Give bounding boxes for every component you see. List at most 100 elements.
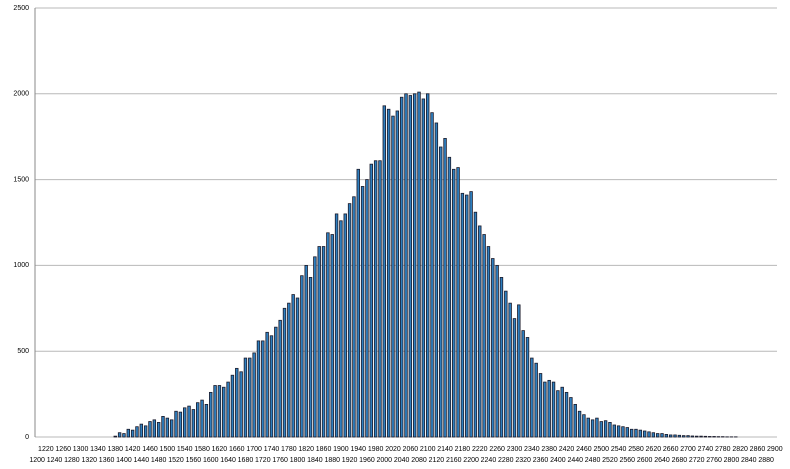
bar bbox=[248, 357, 252, 438]
bar bbox=[595, 417, 599, 438]
bar bbox=[152, 419, 157, 438]
bar bbox=[465, 194, 469, 438]
bar bbox=[373, 160, 378, 438]
x-tick-label: 2860 bbox=[750, 446, 766, 453]
bar bbox=[603, 420, 608, 438]
bar bbox=[430, 112, 434, 438]
bar bbox=[365, 179, 369, 438]
x-tick-label: 2700 bbox=[680, 446, 696, 453]
bar bbox=[452, 168, 456, 438]
x-tick-label: 1240 bbox=[47, 457, 63, 464]
y-tick-label: 1000 bbox=[13, 262, 29, 269]
x-tick-label: 1320 bbox=[81, 457, 97, 464]
bar bbox=[547, 379, 551, 438]
bar bbox=[252, 352, 256, 438]
bar bbox=[486, 246, 491, 438]
bar bbox=[638, 429, 643, 438]
bar bbox=[113, 435, 117, 438]
x-tick-label: 2840 bbox=[741, 457, 757, 464]
x-tick-label: 2640 bbox=[654, 457, 670, 464]
bar bbox=[295, 297, 300, 438]
x-tick-label: 1620 bbox=[212, 446, 228, 453]
bar bbox=[425, 93, 430, 438]
bar bbox=[378, 160, 382, 438]
bar bbox=[421, 98, 426, 438]
x-tick-label: 2220 bbox=[472, 446, 488, 453]
bar bbox=[404, 93, 408, 438]
bar bbox=[174, 410, 178, 438]
x-tick-label: 2260 bbox=[489, 446, 505, 453]
x-tick-label: 2020 bbox=[385, 446, 401, 453]
x-tick-label: 1660 bbox=[229, 446, 245, 453]
bar bbox=[352, 196, 356, 438]
x-tick-label: 1780 bbox=[281, 446, 297, 453]
bar bbox=[538, 373, 543, 438]
bar bbox=[712, 436, 716, 438]
x-tick-label: 1880 bbox=[324, 457, 340, 464]
bar bbox=[326, 232, 330, 438]
bar bbox=[274, 326, 278, 438]
y-tick-label: 0 bbox=[25, 434, 29, 441]
x-tick-label: 1700 bbox=[246, 446, 262, 453]
x-tick-label: 1420 bbox=[125, 446, 141, 453]
bar bbox=[699, 435, 703, 438]
bar bbox=[143, 425, 148, 438]
x-tick-label: 1220 bbox=[38, 446, 54, 453]
bar bbox=[308, 277, 313, 438]
x-tick-label: 2180 bbox=[455, 446, 471, 453]
y-tick-label: 2000 bbox=[13, 91, 29, 98]
x-tick-label: 2040 bbox=[394, 457, 410, 464]
bar bbox=[300, 275, 304, 438]
bar bbox=[222, 386, 226, 438]
bar bbox=[130, 429, 135, 438]
bar bbox=[126, 428, 130, 438]
bar bbox=[343, 213, 347, 438]
y-tick-label: 1500 bbox=[13, 176, 29, 183]
x-tick-label: 2000 bbox=[377, 457, 393, 464]
bar bbox=[261, 340, 265, 438]
bar bbox=[508, 302, 512, 438]
x-tick-label: 2200 bbox=[463, 457, 479, 464]
x-tick-label: 1900 bbox=[333, 446, 349, 453]
bar bbox=[668, 434, 673, 438]
x-tick-label: 1600 bbox=[203, 457, 219, 464]
bar bbox=[473, 211, 478, 438]
bar bbox=[304, 264, 308, 438]
bar bbox=[178, 411, 183, 438]
bar bbox=[634, 428, 638, 438]
bar bbox=[439, 146, 443, 438]
bar bbox=[117, 432, 122, 438]
x-tick-label: 2560 bbox=[620, 457, 636, 464]
x-tick-label: 2800 bbox=[724, 457, 740, 464]
x-tick-label: 2160 bbox=[446, 457, 462, 464]
bar bbox=[521, 330, 525, 438]
x-tick-label: 2740 bbox=[698, 446, 714, 453]
bar bbox=[612, 424, 616, 438]
x-tick-label: 2140 bbox=[437, 446, 453, 453]
bar bbox=[196, 402, 200, 438]
bar bbox=[491, 258, 495, 438]
bar bbox=[478, 225, 482, 438]
bar bbox=[382, 105, 387, 438]
bar bbox=[708, 436, 712, 438]
x-tick-label: 2100 bbox=[420, 446, 436, 453]
x-tick-label: 2580 bbox=[628, 446, 644, 453]
bar bbox=[525, 337, 530, 438]
bar bbox=[399, 96, 404, 438]
bar bbox=[686, 435, 690, 438]
bar bbox=[391, 115, 395, 438]
bar bbox=[664, 434, 669, 438]
bar bbox=[169, 419, 174, 438]
bar bbox=[551, 381, 556, 438]
x-tick-label: 1560 bbox=[186, 457, 202, 464]
bar bbox=[577, 410, 582, 438]
bar bbox=[460, 192, 465, 438]
bar bbox=[673, 434, 677, 438]
x-tick-label: 2660 bbox=[663, 446, 679, 453]
bar bbox=[226, 381, 230, 438]
bar bbox=[412, 93, 417, 438]
bar bbox=[655, 433, 660, 438]
x-tick-label: 1280 bbox=[64, 457, 80, 464]
bar bbox=[334, 213, 339, 438]
x-tick-label: 2780 bbox=[715, 446, 731, 453]
